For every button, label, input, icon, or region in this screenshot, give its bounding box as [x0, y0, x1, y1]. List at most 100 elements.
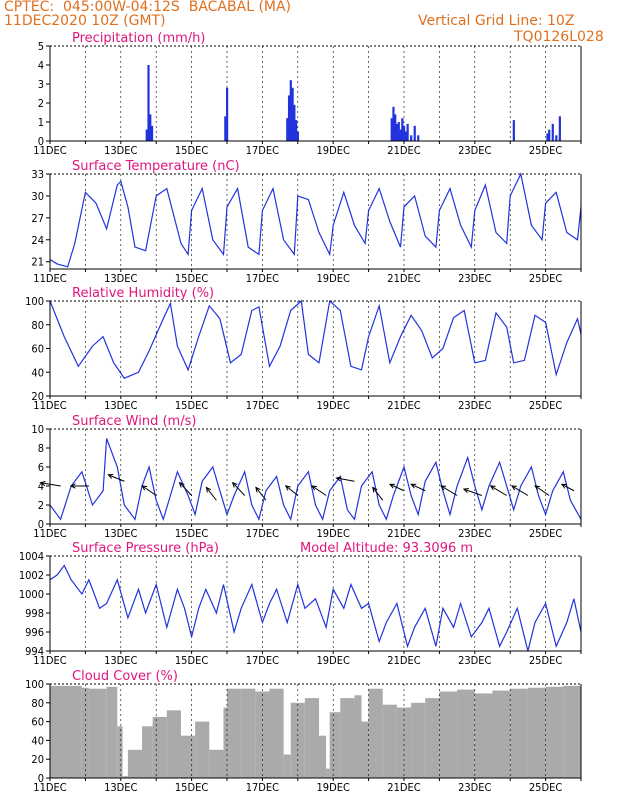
- y-tick-label: 8: [38, 442, 44, 455]
- x-tick-label: 21DEC: [387, 272, 420, 285]
- y-tick-label: 3: [38, 78, 44, 91]
- y-tick-label: 80: [31, 319, 44, 332]
- x-tick-label: 25DEC: [529, 144, 562, 157]
- precip-bar: [286, 118, 289, 141]
- y-tick-label: 24: [31, 234, 44, 247]
- cloud-bar: [195, 721, 210, 778]
- precip-bar: [226, 87, 229, 141]
- y-tick-label: 0: [38, 135, 44, 148]
- cloud-bar: [241, 688, 256, 778]
- cloud-bar: [81, 687, 89, 778]
- cloud-bar: [340, 698, 355, 778]
- precip-bar: [287, 95, 291, 141]
- y-tick-label: 2: [38, 97, 44, 110]
- cloud-bar: [209, 749, 224, 778]
- y-tick-label: 10: [31, 423, 44, 436]
- x-tick-label: 11DEC: [33, 654, 66, 667]
- y-tick-label: 30: [31, 190, 44, 203]
- header-grid-line: Vertical Grid Line: 10Z: [418, 13, 575, 29]
- x-tick-label: 17DEC: [246, 527, 279, 540]
- x-tick-label: 11DEC: [33, 527, 66, 540]
- cloud-bar: [122, 776, 128, 778]
- precip-bar: [145, 129, 148, 141]
- y-tick-label: 1004: [19, 550, 44, 563]
- model-altitude: Model Altitude: 93.3096 m: [300, 541, 473, 556]
- wind-arrow-shaft: [255, 487, 267, 501]
- wind-arrow: [231, 481, 246, 496]
- x-tick-label: 23DEC: [458, 144, 491, 157]
- x-tick-label: 11DEC: [33, 399, 66, 412]
- wind-arrow: [141, 485, 157, 496]
- precip-bar: [548, 129, 551, 141]
- x-tick-label: 23DEC: [458, 527, 491, 540]
- y-tick-label: 998: [25, 607, 44, 620]
- cloud-bar: [127, 749, 143, 778]
- wind-arrow: [39, 480, 61, 487]
- cloud-bar: [368, 688, 383, 778]
- cloud-bar: [354, 695, 362, 778]
- wind-arrow-head: [205, 486, 212, 493]
- x-tick-label: 19DEC: [317, 144, 350, 157]
- precip-bar: [558, 116, 561, 141]
- wind-arrow-head: [560, 483, 567, 489]
- wind-arrow: [388, 483, 405, 492]
- cloud-bar: [283, 754, 291, 778]
- wind-arrow-head: [534, 485, 541, 491]
- wind-arrow: [178, 481, 192, 496]
- wind-arrow-shaft: [108, 474, 125, 482]
- y-tick-label: 21: [31, 256, 44, 269]
- wind-arrow: [107, 474, 125, 482]
- cloud-bar: [510, 688, 528, 778]
- x-tick-label: 25DEC: [529, 272, 562, 285]
- wind-arrow-shaft: [511, 485, 529, 496]
- cloud-bar: [492, 690, 511, 778]
- precip-bar: [147, 65, 150, 141]
- precip-bar: [399, 129, 402, 141]
- y-tick-label: 4: [38, 480, 44, 493]
- series-line: [49, 438, 582, 522]
- y-tick-label: 1000: [19, 588, 44, 601]
- wind-arrow-shaft: [411, 483, 426, 492]
- precip-bar: [403, 125, 406, 141]
- cloud-bar: [527, 687, 546, 778]
- precip-bar: [410, 135, 413, 141]
- wind-arrow: [284, 485, 299, 496]
- cloud-bar: [269, 688, 284, 778]
- wind-arrow: [534, 485, 550, 496]
- header-model-id: TQ0126L028: [514, 29, 604, 45]
- cloud-bar: [439, 691, 458, 778]
- cloud-bar: [563, 685, 581, 778]
- wind-arrow-shaft: [311, 485, 327, 496]
- x-tick-label: 25DEC: [529, 781, 562, 794]
- y-tick-label: 6: [38, 461, 44, 474]
- wind-arrow-head: [372, 486, 378, 493]
- x-tick-label: 19DEC: [317, 399, 350, 412]
- wind-arrow-head: [39, 480, 46, 487]
- x-tick-label: 11DEC: [33, 144, 66, 157]
- wind-arrow-head: [388, 483, 396, 489]
- wind-arrow-shaft: [389, 483, 405, 492]
- panel-5: 994 996 998 1000 1002 1004 11DEC 13DEC 15DEC 17DE…: [19, 541, 582, 667]
- wind-arrow-shaft: [463, 488, 483, 496]
- x-tick-label: 15DEC: [175, 399, 208, 412]
- wind-arrow: [440, 485, 458, 496]
- precip-bar: [296, 131, 299, 141]
- wind-arrow: [489, 485, 507, 496]
- panel-1: 0 1 2 3 4 5 11DEC 13DEC 15DEC 17DEC 19DEC 21DEC 23DE…: [33, 31, 582, 157]
- wind-arrow-head: [255, 486, 261, 493]
- x-tick-label: 19DEC: [317, 654, 350, 667]
- cloud-bar: [223, 707, 227, 778]
- x-tick-label: 17DEC: [246, 399, 279, 412]
- x-tick-label: 19DEC: [317, 272, 350, 285]
- x-tick-label: 11DEC: [33, 781, 66, 794]
- wind-arrow: [255, 486, 267, 501]
- cloud-bar: [382, 704, 397, 778]
- cloud-bar: [425, 698, 440, 778]
- precip-bar: [397, 122, 400, 141]
- wind-arrow-shaft: [179, 482, 192, 496]
- series-line: [49, 299, 582, 379]
- y-tick-label: 994: [25, 645, 44, 658]
- x-tick-label: 15DEC: [175, 654, 208, 667]
- panel-title: Relative Humidity (%): [72, 286, 214, 301]
- cloud-bar: [180, 735, 196, 778]
